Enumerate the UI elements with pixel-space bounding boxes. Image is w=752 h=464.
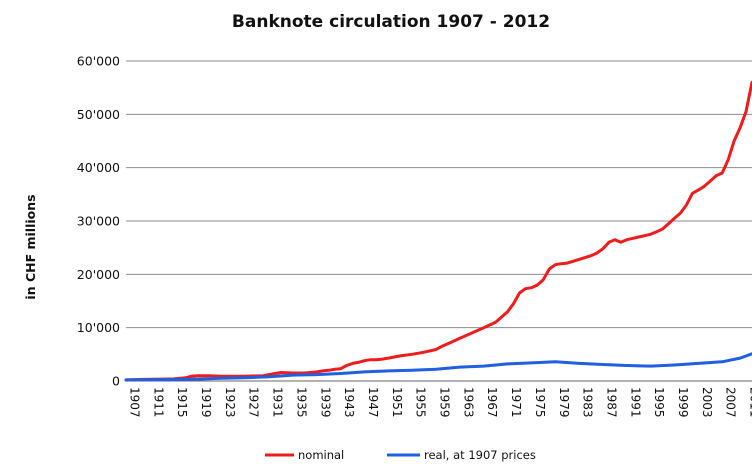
y-tick-label: 10'000 bbox=[77, 320, 120, 335]
y-tick-label: 50'000 bbox=[77, 107, 120, 122]
series-line-nominal bbox=[124, 80, 752, 382]
series-line-real bbox=[124, 352, 752, 382]
x-tick-label: 2011 bbox=[748, 387, 752, 418]
chart-title: Banknote circulation 1907 - 2012 bbox=[232, 12, 550, 32]
y-tick-label: 40'000 bbox=[77, 160, 120, 175]
x-tick-label: 1911 bbox=[151, 387, 165, 418]
x-tick-label: 1927 bbox=[247, 387, 261, 418]
x-tick-label: 1967 bbox=[485, 387, 499, 418]
x-tick-label: 1931 bbox=[271, 387, 285, 418]
x-tick-label: 1919 bbox=[199, 387, 213, 418]
legend-label: real, at 1907 prices bbox=[424, 448, 536, 462]
x-tick-label: 1995 bbox=[652, 387, 666, 418]
legend: nominal real, at 1907 prices bbox=[265, 448, 536, 462]
y-tick-label: 30'000 bbox=[77, 214, 120, 229]
x-tick-labels: 1907 1911 1915 1919 1923 1927 1931 1935 1939 1943… bbox=[128, 387, 752, 418]
y-tick-labels: 0 10'000 20'000 30'000 40'000 50'000 60'000 bbox=[77, 54, 120, 389]
x-tick-label: 1923 bbox=[223, 387, 237, 418]
x-tick-label: 1991 bbox=[628, 387, 642, 418]
x-tick-label: 2007 bbox=[724, 387, 738, 418]
x-tick-label: 1987 bbox=[604, 387, 618, 418]
x-tick-label: 1983 bbox=[581, 387, 595, 418]
x-tick-label: 1907 bbox=[128, 387, 142, 418]
x-tick-label: 1963 bbox=[461, 387, 475, 418]
x-tick-label: 1939 bbox=[318, 387, 332, 418]
x-tick-label: 1999 bbox=[676, 387, 690, 418]
x-tick-label: 1955 bbox=[414, 387, 428, 418]
x-tick-label: 1947 bbox=[366, 387, 380, 418]
x-tick-label: 1959 bbox=[438, 387, 452, 418]
x-tick-label: 1979 bbox=[557, 387, 571, 418]
x-tick-label: 1935 bbox=[294, 387, 308, 418]
y-axis-label: in CHF millions bbox=[23, 194, 38, 299]
y-tick-label: 0 bbox=[112, 374, 120, 389]
x-tick-label: 1951 bbox=[390, 387, 404, 418]
x-tick-label: 1975 bbox=[533, 387, 547, 418]
y-tick-label: 20'000 bbox=[77, 267, 120, 282]
x-tick-label: 1915 bbox=[175, 387, 189, 418]
x-tick-label: 1971 bbox=[509, 387, 523, 418]
gridlines bbox=[126, 60, 752, 382]
y-tick-label: 60'000 bbox=[77, 54, 120, 69]
series-lines bbox=[124, 80, 752, 382]
x-tick-label: 1943 bbox=[342, 387, 356, 418]
legend-label: nominal bbox=[298, 448, 344, 462]
x-tick-label: 2003 bbox=[700, 387, 714, 418]
